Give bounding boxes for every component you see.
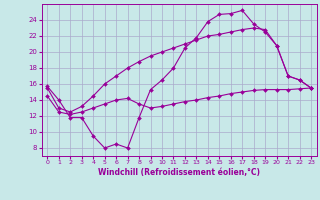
X-axis label: Windchill (Refroidissement éolien,°C): Windchill (Refroidissement éolien,°C): [98, 168, 260, 177]
